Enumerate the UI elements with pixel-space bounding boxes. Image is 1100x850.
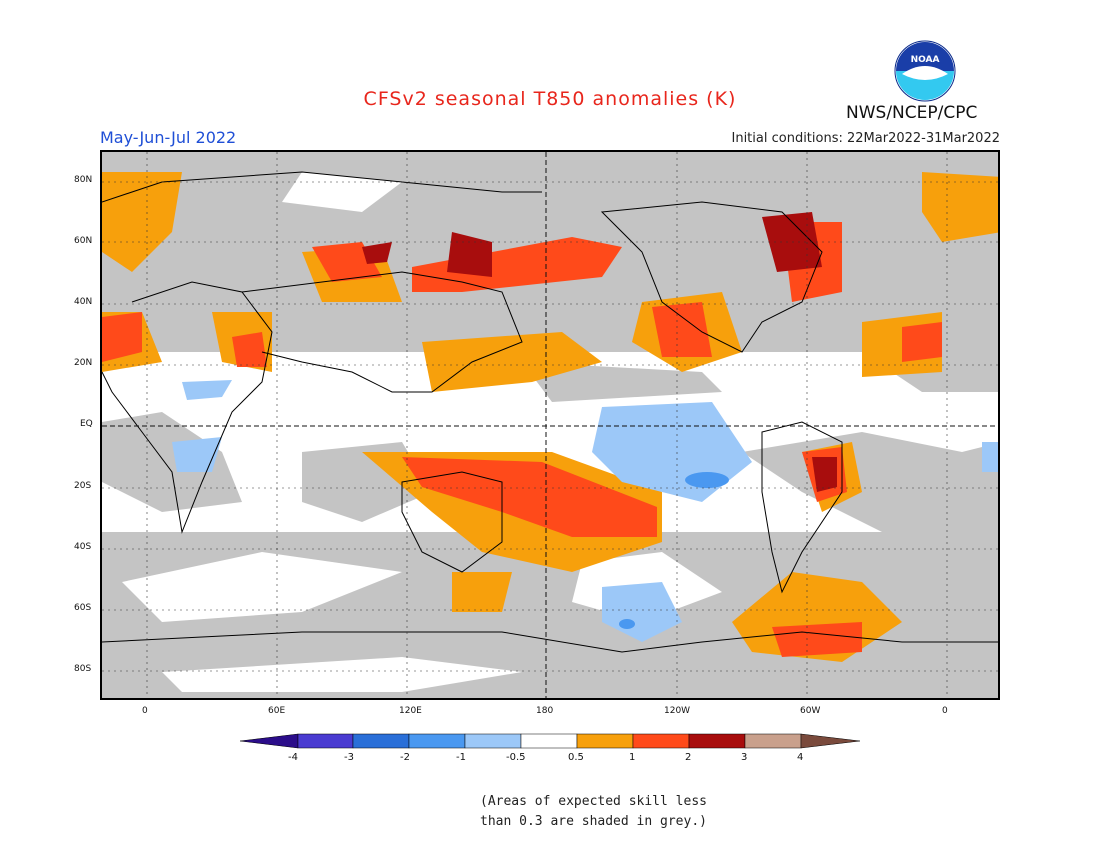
lon-label: 60E <box>268 706 286 716</box>
coastlines <box>102 171 998 653</box>
lon-label: 0 <box>142 706 148 716</box>
lon-label: 180 <box>536 706 554 716</box>
anomaly-map <box>100 150 1000 700</box>
colorbar-label: -0.5 <box>506 752 526 763</box>
logo-text: NOAA <box>911 55 940 65</box>
lat-label: 60S <box>74 603 92 613</box>
map-canvas <box>102 152 998 698</box>
footnote-line: (Areas of expected skill less <box>480 794 707 809</box>
noaa-logo: NOAA <box>894 40 956 102</box>
lat-label: 60N <box>74 236 93 246</box>
anomaly-red <box>102 222 942 657</box>
lat-label: 20S <box>74 481 92 491</box>
colorbar-label: 1 <box>629 752 636 763</box>
colorbar-label: 2 <box>685 752 692 763</box>
anomaly-darkred <box>362 212 837 492</box>
initial-conditions-label: Initial conditions: 22Mar2022-31Mar2022 <box>731 131 1001 146</box>
gridlines <box>102 152 998 698</box>
lat-label: 40S <box>74 542 92 552</box>
footnote: (Areas of expected skill less than 0.3 a… <box>480 792 740 832</box>
colorbar-label: 3 <box>741 752 748 763</box>
colorbar-label: 4 <box>797 752 804 763</box>
lat-label: 20N <box>74 358 93 368</box>
season-label: May-Jun-Jul 2022 <box>100 128 237 147</box>
lat-label: 80S <box>74 664 92 674</box>
colorbar-label: -2 <box>400 752 410 763</box>
lon-label: 0 <box>942 706 948 716</box>
organization-label: NWS/NCEP/CPC <box>846 103 978 123</box>
lat-label: 80N <box>74 175 93 185</box>
lat-label: EQ <box>80 419 93 429</box>
lat-label: 40N <box>74 297 93 307</box>
lon-label: 120W <box>664 706 691 716</box>
colorbar-label: -1 <box>456 752 466 763</box>
lon-label: 120E <box>399 706 422 716</box>
lon-label: 60W <box>800 706 821 716</box>
colorbar <box>240 733 861 749</box>
colorbar-label: -4 <box>288 752 298 763</box>
reference-lines <box>102 152 998 698</box>
footnote-line: than 0.3 are shaded in grey.) <box>480 814 707 829</box>
chart-title: CFSv2 seasonal T850 anomalies (K) <box>363 88 737 110</box>
colorbar-label: 0.5 <box>568 752 584 763</box>
colorbar-label: -3 <box>344 752 354 763</box>
